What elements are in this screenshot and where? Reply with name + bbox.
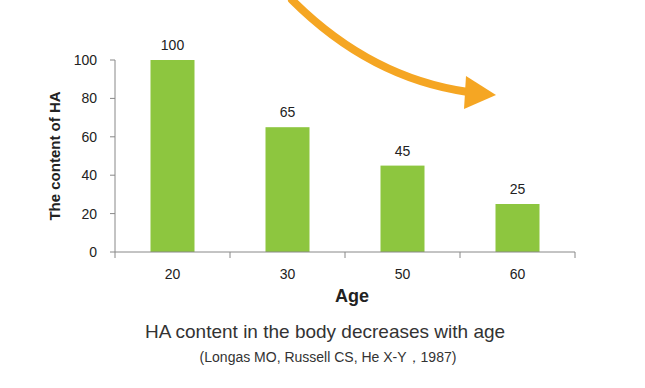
bar <box>266 127 310 252</box>
data-label: 100 <box>161 37 185 53</box>
decor-arrowhead <box>464 76 496 109</box>
y-tick <box>110 213 115 214</box>
x-tick-label: 20 <box>165 266 181 282</box>
y-tick <box>110 252 115 253</box>
title: HA content in the body decreases with ag… <box>145 321 505 342</box>
x-tick <box>230 252 231 258</box>
y-tick-label: 0 <box>89 244 97 260</box>
decor-arrow <box>292 0 468 92</box>
subtitle: (Longas MO, Russell CS, He X-Y，1987) <box>200 349 457 365</box>
x-tick-label: 60 <box>510 266 526 282</box>
chart-svg: 0 20 40 60 80 100 100 65 45 25 20 30 50 60 Age The cont… <box>0 0 645 388</box>
y-tick-label: 60 <box>81 129 97 145</box>
x-tick-label: 30 <box>280 266 296 282</box>
y-tick <box>110 175 115 176</box>
data-label: 65 <box>280 104 296 120</box>
y-tick-label: 40 <box>81 167 97 183</box>
bars <box>151 60 540 252</box>
x-tick <box>460 252 461 258</box>
y-tick-label: 20 <box>81 206 97 222</box>
data-label: 25 <box>510 181 526 197</box>
y-tick <box>110 60 115 61</box>
x-axis-title: Age <box>335 286 369 306</box>
chart-container: 0 20 40 60 80 100 100 65 45 25 20 30 50 60 Age The cont… <box>0 0 645 388</box>
y-tick <box>110 136 115 137</box>
bar <box>496 204 540 252</box>
y-axis-line <box>115 60 116 252</box>
data-label: 45 <box>395 143 411 159</box>
x-tick <box>345 252 346 258</box>
y-tick <box>110 98 115 99</box>
bar <box>151 60 195 252</box>
y-tick-label: 100 <box>74 52 98 68</box>
x-tick <box>115 252 116 258</box>
bar <box>381 166 425 252</box>
y-axis-title: The content of HA <box>46 91 63 220</box>
y-tick-label: 80 <box>81 90 97 106</box>
x-tick <box>575 252 576 258</box>
x-tick-label: 50 <box>395 266 411 282</box>
